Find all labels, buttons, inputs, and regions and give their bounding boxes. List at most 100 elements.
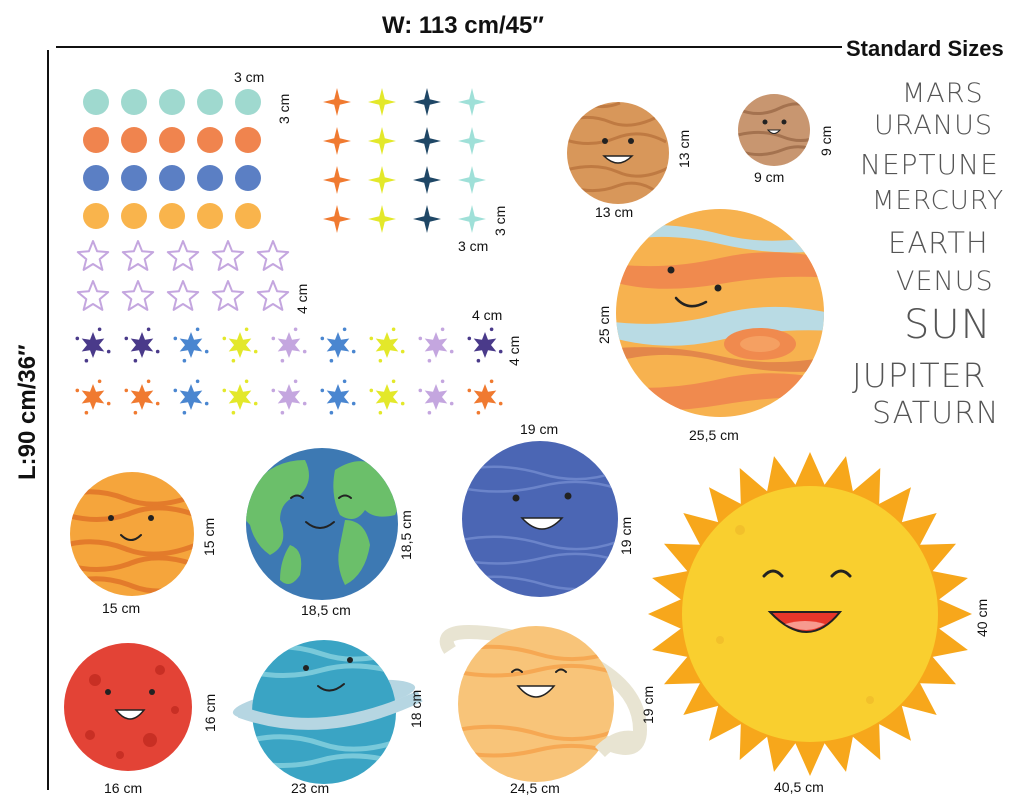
splat-dot: [329, 410, 334, 415]
sparkle-sticker: [368, 88, 396, 116]
dot-sticker: [197, 127, 223, 153]
sparkle-sticker: [323, 166, 351, 194]
dot-sticker: [121, 203, 147, 229]
splat-dot: [253, 349, 258, 354]
splat-sticker: [326, 332, 350, 358]
dot-sticker: [121, 165, 147, 191]
splat-dot: [124, 336, 129, 341]
splat-dot: [351, 401, 356, 406]
splat-dot: [97, 327, 102, 332]
splat-sticker: [424, 332, 448, 358]
splat-dot: [244, 379, 249, 384]
splat-dot: [133, 410, 138, 415]
dot-sticker: [83, 203, 109, 229]
sparkle-sticker: [458, 166, 486, 194]
splat-dot: [476, 358, 481, 363]
mars-width-label: 16 cm: [104, 780, 143, 796]
mercury-width-label: 13 cm: [595, 204, 634, 220]
sun-planet: [648, 452, 972, 776]
dot-sticker: [159, 127, 185, 153]
splat-dot: [75, 336, 80, 341]
outline-star-sticker: [256, 240, 290, 271]
outline-star-sticker: [256, 280, 290, 311]
jupiter-planet: [616, 209, 824, 417]
splat-sticker: [473, 384, 497, 410]
saturn-height-label: 19 cm: [640, 685, 656, 724]
splat-dot: [427, 358, 432, 363]
name-jupiter: JUPITER: [852, 356, 987, 395]
splat-dot: [391, 379, 396, 384]
splat-dot: [418, 388, 423, 393]
splat-dot: [75, 388, 80, 393]
splat-dot: [293, 379, 298, 384]
earth-width-label: 18,5 cm: [301, 602, 351, 618]
splat-dot: [369, 388, 374, 393]
splat-dot: [195, 327, 200, 332]
name-neptune: NEPTUNE: [860, 148, 999, 181]
splat-dot: [302, 401, 307, 406]
splat-sticker: [375, 332, 399, 358]
sparkle-height-label: 3 cm: [492, 205, 508, 236]
neptune-height-label: 19 cm: [618, 516, 634, 555]
splat-dot: [253, 401, 258, 406]
dot-sticker: [121, 127, 147, 153]
name-mars: MARS: [902, 78, 984, 109]
dots-height-label: 3 cm: [276, 93, 292, 124]
width-label: W: 113 cm/45″: [382, 12, 544, 39]
sparkle-sticker: [323, 205, 351, 233]
splat-dot: [489, 327, 494, 332]
splat-sticker: [277, 332, 301, 358]
splat-dot: [378, 358, 383, 363]
splat-sticker: [179, 384, 203, 410]
splat-dot: [106, 401, 111, 406]
splat-dot: [498, 349, 503, 354]
splat-dot: [231, 358, 236, 363]
splat-dot: [440, 327, 445, 332]
earth-height-label: 18,5 cm: [398, 510, 414, 560]
splat-dot: [182, 358, 187, 363]
sun-width-label: 40,5 cm: [774, 779, 824, 795]
splat-dot: [97, 379, 102, 384]
dot-sticker: [197, 89, 223, 115]
splat-dot: [320, 388, 325, 393]
venus-planet: [70, 472, 194, 596]
jupiter-width-label: 25,5 cm: [689, 427, 739, 443]
splat-sticker: [179, 332, 203, 358]
earth-planet: [246, 448, 398, 600]
width-rule: [56, 46, 842, 48]
standard-sizes-label: Standard Sizes: [846, 36, 1004, 61]
splat-dot: [293, 327, 298, 332]
splat-dot: [320, 336, 325, 341]
sparkle-sticker: [323, 127, 351, 155]
splat-dot: [133, 358, 138, 363]
name-uranus: URANUS: [874, 110, 993, 141]
sparkle-sticker: [413, 127, 441, 155]
saturn-width-label: 24,5 cm: [510, 780, 560, 796]
neptune-width-label: 19 cm: [520, 421, 559, 437]
outline-star-sticker: [166, 280, 200, 311]
dot-sticker: [83, 165, 109, 191]
dot-sticker: [159, 89, 185, 115]
splat-dot: [204, 401, 209, 406]
splat-dot: [378, 410, 383, 415]
venus-height-label: 15 cm: [201, 517, 217, 556]
splat-sticker: [424, 384, 448, 410]
splat-dot: [302, 349, 307, 354]
sparkle-sticker: [323, 88, 351, 116]
splat-sticker: [375, 384, 399, 410]
dot-sticker: [121, 89, 147, 115]
splat-dot: [155, 349, 160, 354]
splat-dot: [173, 336, 178, 341]
outline-star-sticker: [76, 280, 110, 311]
splat-dot: [173, 388, 178, 393]
outline-star-sticker: [121, 280, 155, 311]
sparkle-sticker: [368, 205, 396, 233]
uranus-planet: [232, 640, 423, 784]
splat-dot: [280, 358, 285, 363]
sparkle-sticker: [413, 205, 441, 233]
venus-width-label: 15 cm: [102, 600, 141, 616]
splat-dot: [467, 388, 472, 393]
uranus-width-label: 23 cm: [291, 780, 330, 796]
sparkle-sticker: [458, 127, 486, 155]
